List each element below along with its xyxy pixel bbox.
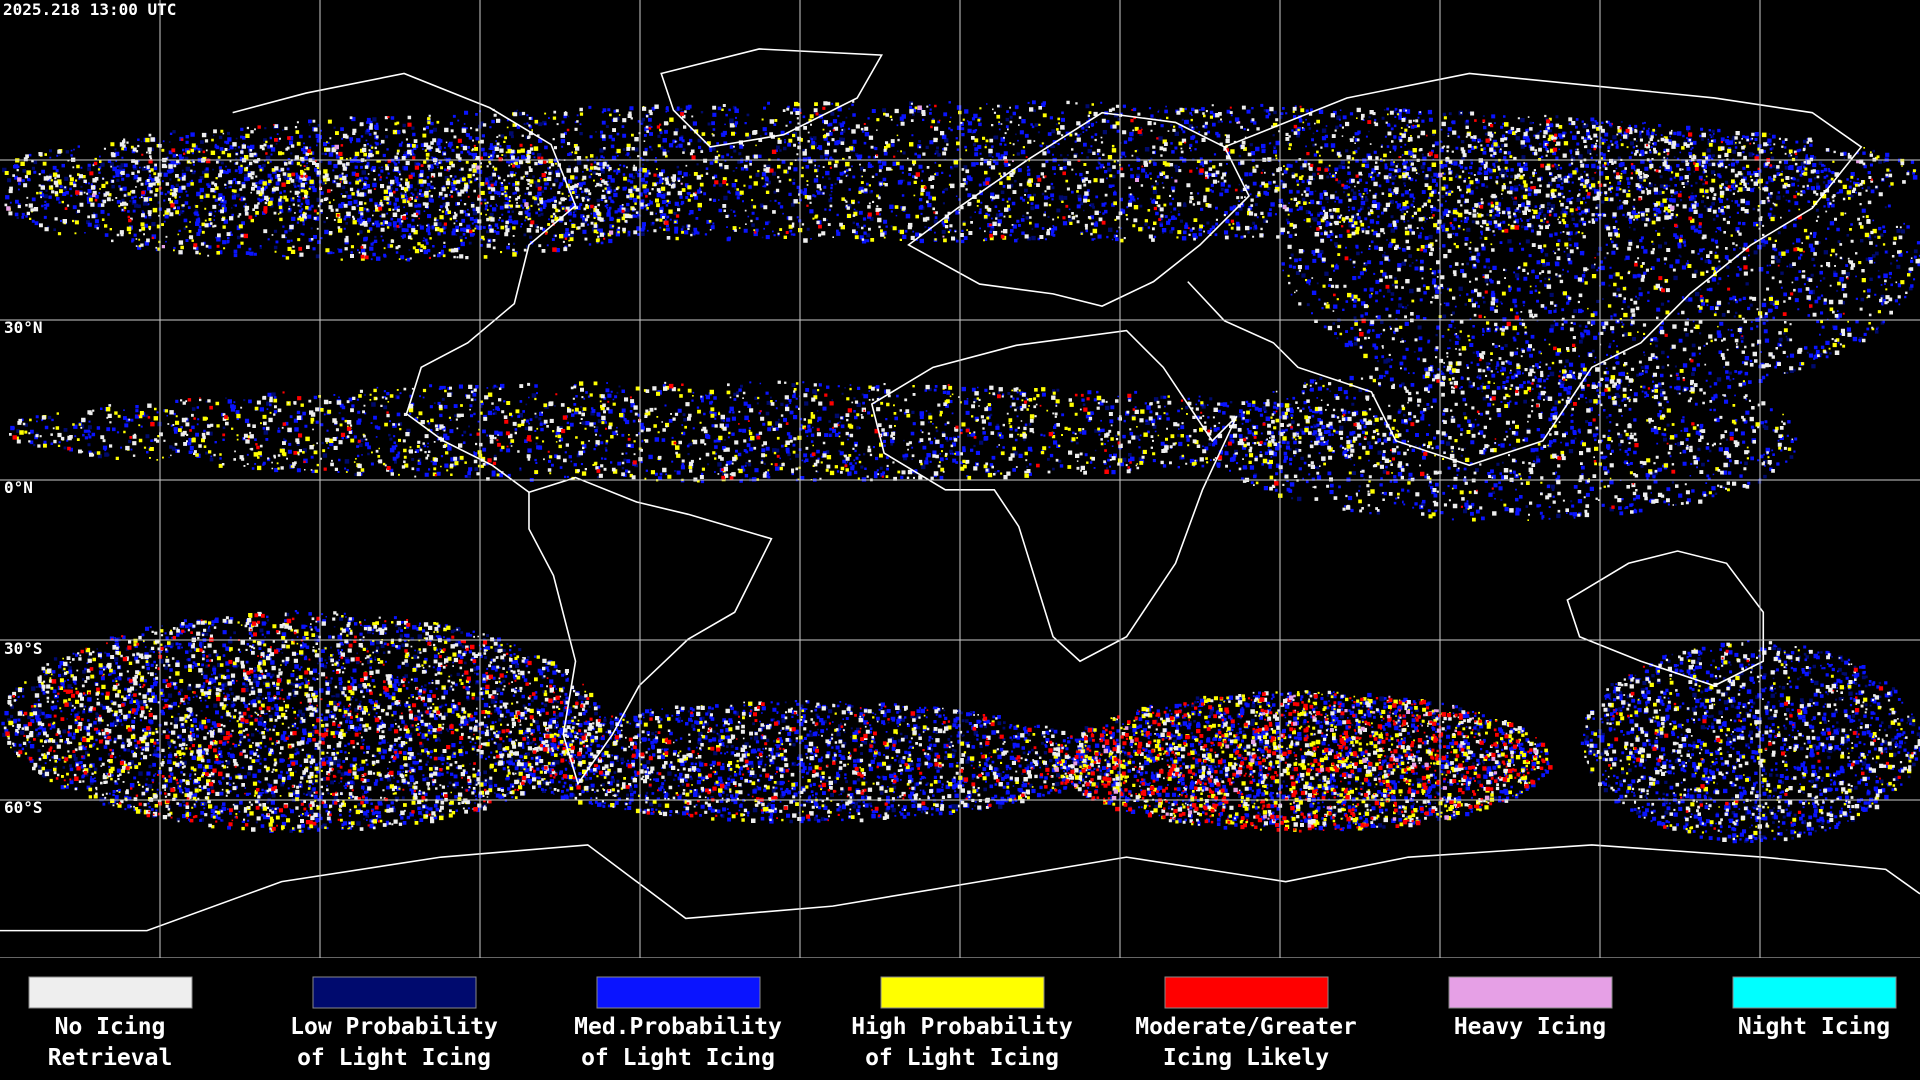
africa	[870, 329, 1238, 663]
icing-speckles	[4, 101, 1920, 838]
latitude-label: 30°S	[4, 639, 43, 658]
legend-label: of Light Icing	[297, 1045, 491, 1071]
legend-label: Moderate/Greater	[1135, 1014, 1357, 1040]
legend-label: Heavy Icing	[1454, 1014, 1606, 1040]
legend-swatch	[28, 976, 193, 1009]
greenland	[660, 48, 883, 148]
legend: No Icing Retrieval Low Probability of Light…	[28, 976, 1897, 1071]
legend-label: Night Icing	[1738, 1014, 1890, 1040]
legend-swatch	[1732, 976, 1897, 1009]
legend-swatch	[596, 976, 761, 1009]
coastlines	[0, 48, 1920, 932]
icing-speckles	[3, 100, 1920, 842]
legend-swatch	[1164, 976, 1329, 1009]
australia	[1566, 550, 1765, 687]
icing-field	[1, 100, 1920, 844]
legend-label: High Probability	[851, 1014, 1073, 1040]
legend-label: of Light Icing	[581, 1045, 775, 1071]
icing-speckles	[1, 100, 1920, 844]
icing-speckles	[5, 104, 1914, 833]
latitude-labels: 30°N 0°N 30°S 60°S	[4, 318, 43, 817]
latitude-label: 30°N	[4, 318, 43, 337]
legend-label: No Icing	[55, 1014, 166, 1040]
legend-label: Icing Likely	[1163, 1045, 1329, 1071]
timestamp: 2025.218 13:00 UTC	[3, 0, 176, 19]
legend-label: Retrieval	[48, 1045, 173, 1071]
legend-label: Low Probability	[290, 1014, 498, 1040]
antarctica	[0, 844, 1920, 932]
legend-swatch	[880, 976, 1045, 1009]
europe	[907, 111, 1250, 307]
legend-swatch	[312, 976, 477, 1009]
latitude-label: 60°S	[4, 798, 43, 817]
asia	[1187, 72, 1863, 467]
south-america	[528, 476, 773, 786]
latitude-label: 0°N	[4, 478, 33, 497]
legend-label: Med.Probability	[574, 1014, 782, 1040]
legend-swatch	[1448, 976, 1613, 1009]
north-america	[232, 72, 577, 493]
legend-label: of Light Icing	[865, 1045, 1059, 1071]
